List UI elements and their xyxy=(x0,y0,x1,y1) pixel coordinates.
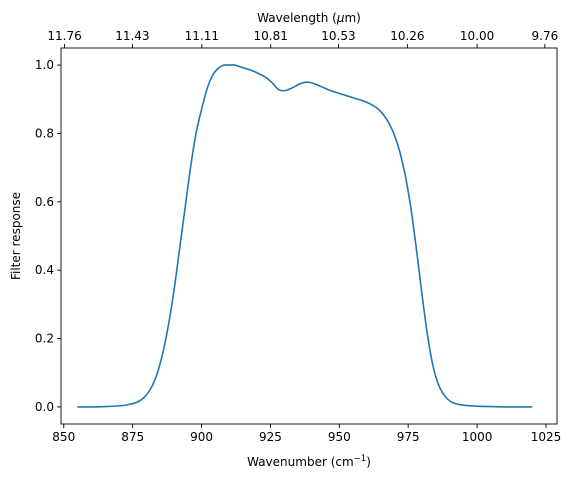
top-tick-label: 10.81 xyxy=(254,29,288,43)
series-line xyxy=(77,64,533,408)
top-tick-label: 11.43 xyxy=(115,29,149,43)
y-tick-label: 0.0 xyxy=(35,400,54,414)
x-tick-label: 900 xyxy=(190,430,213,444)
x-axis-label-end: ) xyxy=(366,455,371,469)
plot-frame xyxy=(60,47,558,425)
top-tick-label: 10.00 xyxy=(460,29,494,43)
x-tick-label: 1000 xyxy=(462,430,493,444)
x-tick-label: 850 xyxy=(52,430,75,444)
top-axis-label-suffix: m) xyxy=(344,11,360,25)
top-axis-label: Wavelength (μm) xyxy=(257,11,361,25)
x-tick-label: 975 xyxy=(397,430,420,444)
plot-area xyxy=(61,48,557,424)
x-axis-label-main: Wavenumber (cm xyxy=(247,455,354,469)
x-tick-label: 1025 xyxy=(531,430,562,444)
top-tick-label: 10.26 xyxy=(390,29,424,43)
top-tick-label: 9.76 xyxy=(532,29,559,43)
top-tick-label: 10.53 xyxy=(321,29,355,43)
top-tick-label: 11.76 xyxy=(47,29,81,43)
axis-ticks: 850 875 900 925 950 975 1000 1025 0.0 0.2 0.4 0.6 0.… xyxy=(35,29,561,444)
y-tick-label: 0.8 xyxy=(35,126,54,140)
y-tick-label: 0.4 xyxy=(35,263,54,277)
x-tick-label: 925 xyxy=(259,430,282,444)
top-tick-label: 11.11 xyxy=(185,29,219,43)
y-tick-label: 0.2 xyxy=(35,332,54,346)
x-axis-label-superscript: −1 xyxy=(354,454,367,464)
top-axis-label-mu: μ xyxy=(336,11,345,25)
x-axis-label: Wavenumber (cm−1) xyxy=(247,454,371,469)
y-tick-label: 1.0 xyxy=(35,58,54,72)
x-tick-label: 875 xyxy=(121,430,144,444)
top-axis-label-prefix: Wavelength ( xyxy=(257,11,337,25)
y-axis-label: Filter response xyxy=(9,192,23,280)
x-tick-label: 950 xyxy=(328,430,351,444)
y-tick-label: 0.6 xyxy=(35,195,54,209)
